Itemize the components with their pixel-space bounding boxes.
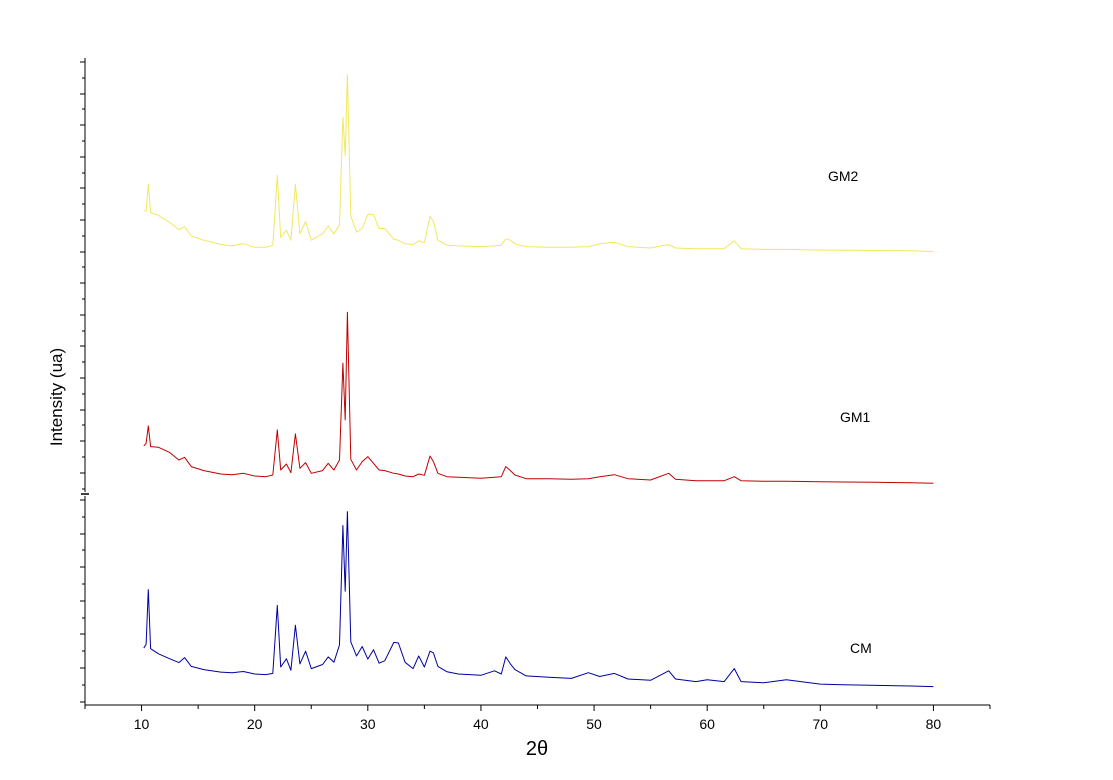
series-line-gm2 bbox=[143, 74, 934, 252]
x-tick-label: 40 bbox=[473, 716, 489, 732]
series-label-gm1: GM1 bbox=[840, 409, 871, 425]
plot-area: CM GM1 GM2 bbox=[143, 74, 934, 688]
y-ticks-group bbox=[80, 61, 85, 703]
series-labels-group: CM GM1 GM2 bbox=[828, 168, 872, 656]
x-tick-label: 10 bbox=[134, 716, 150, 732]
x-tick-label: 20 bbox=[247, 716, 263, 732]
series-label-cm: CM bbox=[850, 640, 872, 656]
x-tick-label: 30 bbox=[360, 716, 376, 732]
x-tick-label: 80 bbox=[926, 716, 942, 732]
series-label-gm2: GM2 bbox=[828, 168, 859, 184]
x-tick-label: 50 bbox=[586, 716, 602, 732]
y-axis: Intensity (ua) bbox=[47, 58, 89, 705]
traces-group bbox=[143, 74, 934, 688]
series-line-gm1 bbox=[143, 311, 934, 484]
y-axis-label: Intensity (ua) bbox=[47, 348, 66, 446]
x-tick-label: 60 bbox=[699, 716, 715, 732]
series-line-cm bbox=[143, 511, 934, 688]
x-ticks-group: 10 20 30 40 50 60 70 80 bbox=[84, 705, 991, 732]
x-tick-label: 70 bbox=[813, 716, 829, 732]
x-axis-label: 2θ bbox=[526, 738, 548, 760]
x-axis: 10 20 30 40 50 60 70 80 2θ bbox=[84, 704, 991, 760]
